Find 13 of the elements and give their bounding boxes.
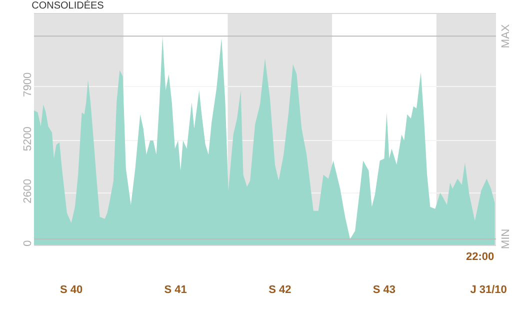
ref-line-label: MAX [500,24,512,48]
x-tick-label: S 41 [164,284,187,296]
ref-line-label: MIN [500,228,512,249]
y-tick-label: 5200 [22,126,34,152]
y-tick-label: 2600 [22,178,34,204]
x-tick-label: S 40 [60,284,83,296]
y-tick-label: 7900 [22,72,34,97]
x-tick-label: S 42 [268,284,292,296]
x-tick-label: J 31/10 [470,284,507,296]
y-tick-label: 0 [22,240,34,246]
chart-title: CONSOLIDÉES [32,0,104,12]
x-tick-label: S 43 [372,284,396,296]
text: 22:00 [466,251,494,263]
